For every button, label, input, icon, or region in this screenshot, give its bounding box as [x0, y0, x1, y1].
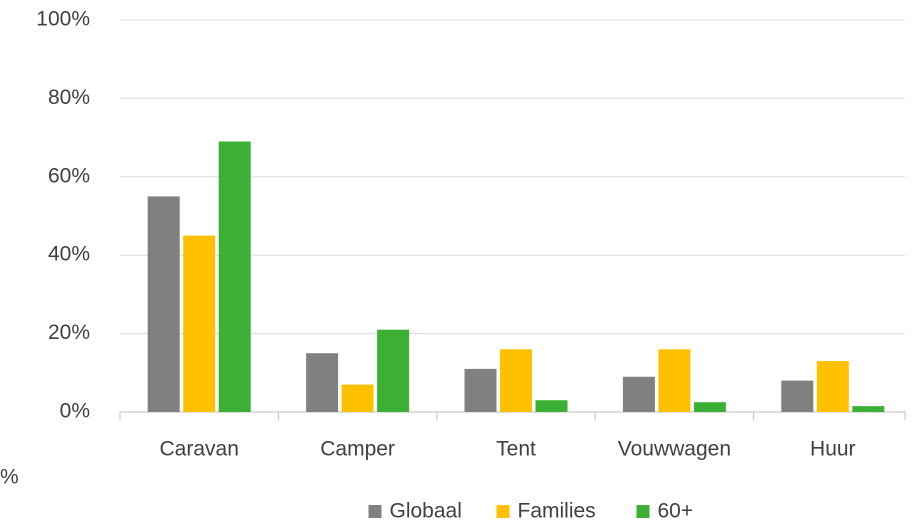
- y-tick-label: 0%: [60, 400, 90, 423]
- bar: [622, 376, 655, 412]
- legend-swatch: [636, 505, 650, 518]
- x-tick-label: Camper: [320, 438, 395, 461]
- bar: [693, 402, 726, 412]
- x-tick-label: Tent: [496, 438, 536, 461]
- y-tick-label: 60%: [48, 164, 90, 187]
- y-tick-label: 40%: [48, 243, 90, 266]
- y-tick-label: 20%: [48, 321, 90, 344]
- bar: [500, 349, 532, 412]
- annotation: %: [0, 466, 19, 489]
- bar: [147, 196, 180, 412]
- bar: [852, 406, 885, 412]
- x-tick-label: Huur: [810, 438, 856, 461]
- bar: [341, 384, 374, 412]
- bar: [781, 380, 814, 412]
- bar: [377, 329, 410, 412]
- bar: [658, 349, 691, 412]
- legend-swatch: [496, 505, 510, 518]
- legend-label: Globaal: [390, 500, 462, 523]
- x-tick-label: Vouwwagen: [618, 438, 731, 461]
- x-tick-label: Caravan: [160, 438, 239, 461]
- bar: [183, 235, 216, 412]
- legend-label: Families: [518, 500, 596, 523]
- bar: [816, 361, 849, 412]
- bar: [464, 368, 497, 412]
- legend-swatch: [368, 505, 382, 518]
- bar: [306, 353, 339, 412]
- bar: [535, 400, 568, 412]
- y-tick-label: 100%: [36, 8, 90, 31]
- y-tick-label: 80%: [48, 86, 90, 109]
- legend-label: 60+: [658, 500, 694, 523]
- bar: [218, 141, 251, 412]
